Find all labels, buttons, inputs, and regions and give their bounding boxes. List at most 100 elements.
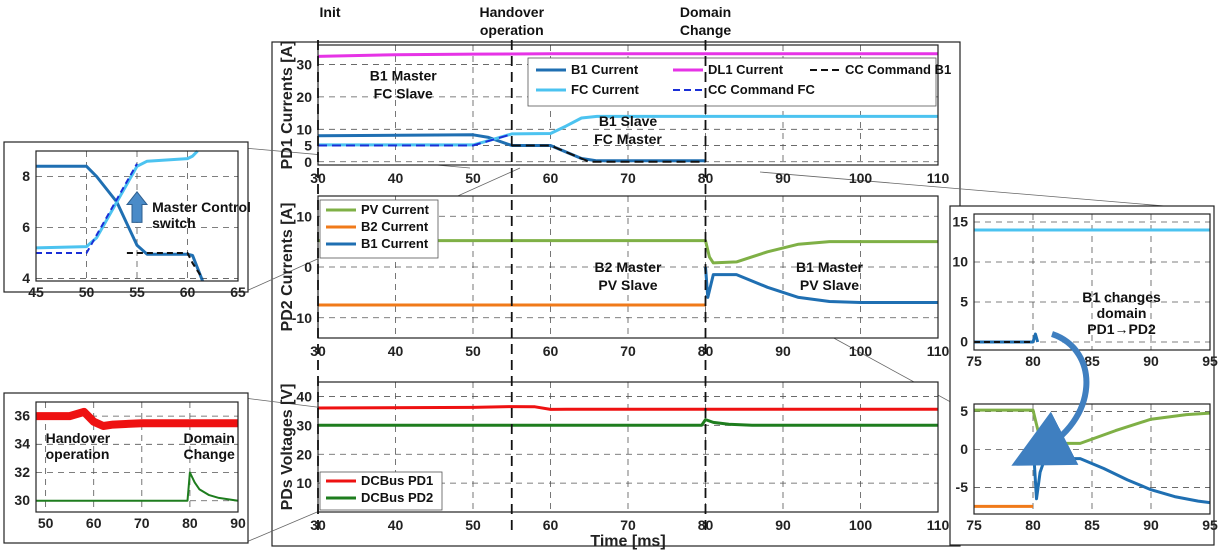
y-tick-label: 10 bbox=[296, 475, 312, 491]
x-tick-label: 50 bbox=[465, 517, 481, 533]
legend-box bbox=[319, 471, 443, 511]
x-tick-label: 100 bbox=[849, 343, 873, 359]
y-tick-label: 15 bbox=[952, 213, 968, 229]
y-tick-label: 5 bbox=[960, 293, 968, 309]
annotation-line: B1 changes bbox=[1082, 289, 1161, 305]
legend: B1 Current DL1 Current FC Current CC Comman… bbox=[527, 57, 951, 107]
x-axis-label: Time [ms] bbox=[590, 533, 665, 550]
annotation-line: B1 Slave bbox=[599, 113, 658, 129]
x-tick-label: 110 bbox=[927, 343, 950, 359]
x-tick-label: 90 bbox=[1143, 353, 1159, 369]
x-tick-label: 60 bbox=[180, 284, 196, 300]
zoom-connector bbox=[759, 171, 1213, 211]
x-tick-label: 95 bbox=[1202, 517, 1218, 533]
legend-entry: FC Current bbox=[571, 82, 640, 97]
x-tick-label: 30 bbox=[310, 170, 326, 186]
event-markers: Init Handover operation Domain Change bbox=[317, 4, 732, 530]
plot-annotation: B1 Slave FC Master bbox=[594, 113, 662, 147]
chart-zoom_pds: 50 60 70 80 90 30 32 34 36 Handover operation Domai… bbox=[3, 392, 249, 544]
annotation-line: Handover bbox=[46, 430, 111, 446]
x-tick-label: 90 bbox=[775, 170, 791, 186]
x-tick-label: 60 bbox=[543, 517, 559, 533]
x-tick-label: 60 bbox=[543, 343, 559, 359]
x-tick-label: 50 bbox=[465, 343, 481, 359]
annotation-line: FC Master bbox=[594, 131, 662, 147]
x-tick-label: 90 bbox=[230, 515, 246, 531]
series-line-cc-command-b1 bbox=[511, 144, 706, 163]
y-tick-label: 30 bbox=[296, 417, 312, 433]
x-tick-label: 50 bbox=[38, 515, 54, 531]
series-line-zoom_pd1-2 bbox=[126, 252, 204, 280]
annotation-line: PD1→PD2 bbox=[1087, 321, 1156, 337]
legend: PV Current B2 Current B1 Current bbox=[319, 199, 439, 259]
y-tick-label: 30 bbox=[296, 56, 312, 72]
x-tick-label: 90 bbox=[1143, 517, 1159, 533]
x-tick-label: 80 bbox=[698, 170, 714, 186]
y-tick-label: 32 bbox=[14, 464, 30, 480]
y-tick-label: 20 bbox=[296, 89, 312, 105]
event-marker-label-line: Domain bbox=[680, 4, 731, 20]
annotation-line: switch bbox=[152, 215, 196, 231]
y-tick-label: 0 bbox=[304, 154, 312, 170]
y-axis-label: PDs Voltages [V] bbox=[279, 384, 296, 511]
series-line-dl1-current bbox=[317, 52, 938, 58]
annotation-line: operation bbox=[46, 446, 110, 462]
series-line-zoom_pds-0 bbox=[36, 407, 238, 430]
plot-annotation: B1 Master PV Slave bbox=[796, 259, 863, 293]
plot-annotation: B2 Master PV Slave bbox=[595, 259, 662, 293]
event-marker-label-line: operation bbox=[480, 22, 544, 38]
plot-annotation: B1 Master FC Slave bbox=[370, 68, 437, 102]
legend-entry: B2 Current bbox=[361, 219, 429, 234]
y-tick-label: 4 bbox=[22, 270, 30, 286]
plot-annotation: Handover operation bbox=[46, 430, 111, 462]
x-tick-label: 85 bbox=[1084, 517, 1100, 533]
legend-entry: B1 Current bbox=[361, 236, 429, 251]
series-line-cc-command-fc bbox=[318, 133, 513, 147]
x-tick-label: 40 bbox=[388, 343, 404, 359]
y-tick-label: 10 bbox=[296, 121, 312, 137]
event-marker-label-line: Change bbox=[680, 22, 732, 38]
event-marker-label: Domain Change bbox=[680, 4, 732, 38]
plot-axes-box bbox=[35, 150, 239, 282]
y-tick-label: 10 bbox=[952, 253, 968, 269]
series-line-zoom_pd1-3 bbox=[36, 163, 138, 254]
curved-arrow-icon bbox=[1011, 331, 1090, 466]
chart-zoom_pd1: 45 50 55 60 65 4 6 8 Master Control switch bbox=[3, 141, 251, 300]
legend-entry: DL1 Current bbox=[708, 62, 784, 77]
y-tick-label: 30 bbox=[14, 492, 30, 508]
x-tick-label: 40 bbox=[388, 517, 404, 533]
series-line-b1-current bbox=[704, 266, 938, 304]
series-line-zoom_pd1-1 bbox=[35, 149, 199, 250]
x-tick-label: 50 bbox=[465, 170, 481, 186]
legend-entry: B1 Current bbox=[571, 62, 639, 77]
series-line-b1-current bbox=[317, 133, 706, 163]
x-tick-label: 75 bbox=[966, 353, 982, 369]
annotation-line: B1 Master bbox=[370, 68, 437, 84]
plot-annotation: Domain Change bbox=[183, 430, 235, 462]
x-tick-label: 55 bbox=[129, 284, 145, 300]
x-tick-label: 100 bbox=[849, 517, 873, 533]
chart-zoom_b1_bottom: 75 80 85 90 95 -5 0 5 bbox=[956, 403, 1218, 533]
y-tick-label: 0 bbox=[960, 333, 968, 349]
x-tick-label: 90 bbox=[775, 343, 791, 359]
plot-axes-box bbox=[973, 213, 1211, 351]
x-tick-label: 40 bbox=[388, 170, 404, 186]
legend-entry: PV Current bbox=[361, 202, 430, 217]
series-line-dcbus-pd2 bbox=[318, 418, 938, 427]
x-tick-label: 60 bbox=[543, 170, 559, 186]
plot-axes-box bbox=[973, 403, 1211, 515]
y-axis-label: PD1 Currents [A] bbox=[279, 41, 296, 170]
x-tick-label: 70 bbox=[134, 515, 150, 531]
x-tick-label: 80 bbox=[1025, 517, 1041, 533]
event-marker-label: Init bbox=[320, 4, 341, 20]
annotation-line: B1 Master bbox=[796, 259, 863, 275]
x-tick-label: 110 bbox=[927, 170, 950, 186]
x-tick-label: 95 bbox=[1202, 353, 1218, 369]
x-tick-label: 60 bbox=[86, 515, 102, 531]
y-tick-label: 34 bbox=[14, 436, 30, 452]
y-tick-label: 8 bbox=[22, 168, 30, 184]
y-tick-label: -10 bbox=[292, 310, 312, 326]
legend-entry: DCBus PD2 bbox=[361, 490, 433, 505]
